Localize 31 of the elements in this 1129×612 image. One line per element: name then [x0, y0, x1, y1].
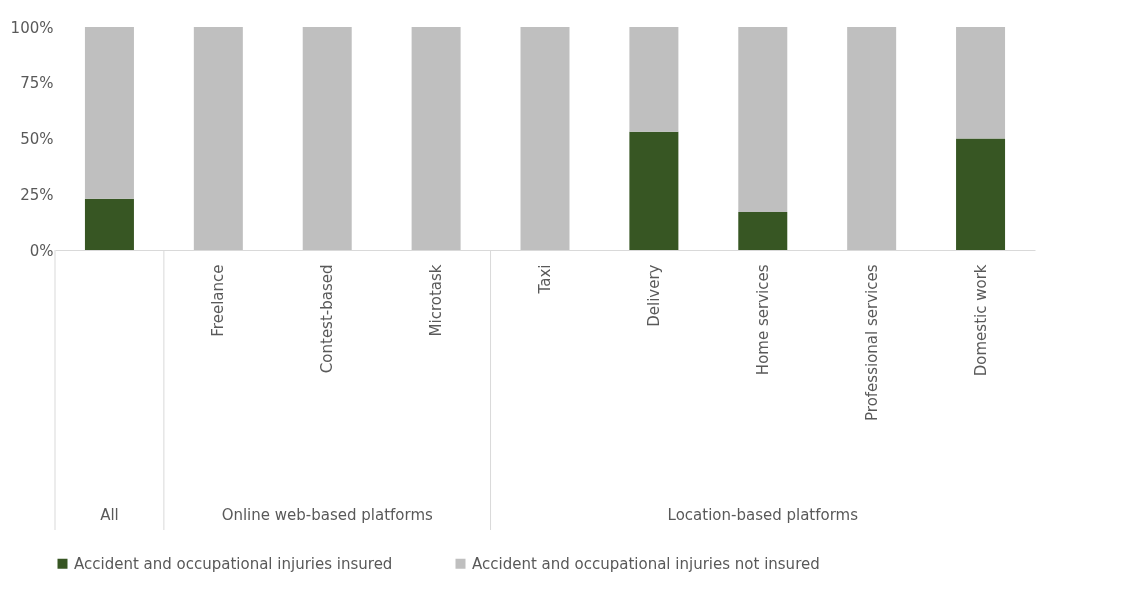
- bar: [84, 198, 134, 250]
- x-tick-label: Microtask: [427, 264, 446, 337]
- y-tick-label: 100%: [10, 18, 54, 37]
- text: Online web-based platforms: [221, 506, 433, 524]
- x-tick-label: Freelance: [209, 264, 228, 337]
- x-tick-label: Contest-based: [318, 264, 337, 374]
- bar: [193, 27, 243, 250]
- x-tick-label: Home services: [753, 264, 772, 376]
- bar: [847, 27, 897, 250]
- x-tick-label: Delivery: [644, 264, 663, 327]
- legend-label: Accident and occupational injuries insured: [74, 554, 393, 573]
- y-tick-label: 0%: [29, 241, 54, 260]
- y-tick-label: 50%: [20, 130, 54, 148]
- x-tick-label: Domestic work: [971, 264, 990, 377]
- x-tick-label: Professional services: [862, 264, 881, 421]
- y-tick-label: 25%: [20, 185, 54, 204]
- bar: [520, 27, 570, 250]
- bar: [629, 131, 679, 250]
- text: Location-based platforms: [667, 506, 859, 524]
- x-tick-label: Taxi: [536, 264, 554, 295]
- bar: [956, 138, 1006, 250]
- bar: [738, 27, 788, 213]
- y-tick-label: 75%: [20, 74, 54, 93]
- bar: [302, 27, 352, 250]
- bar: [738, 212, 788, 250]
- bar: [956, 27, 1006, 139]
- legend-label: Accident and occupational injuries not insured: [472, 554, 820, 573]
- bar: [629, 27, 679, 132]
- text: All: [100, 506, 119, 524]
- bar: [84, 27, 134, 199]
- bar: [411, 27, 461, 250]
